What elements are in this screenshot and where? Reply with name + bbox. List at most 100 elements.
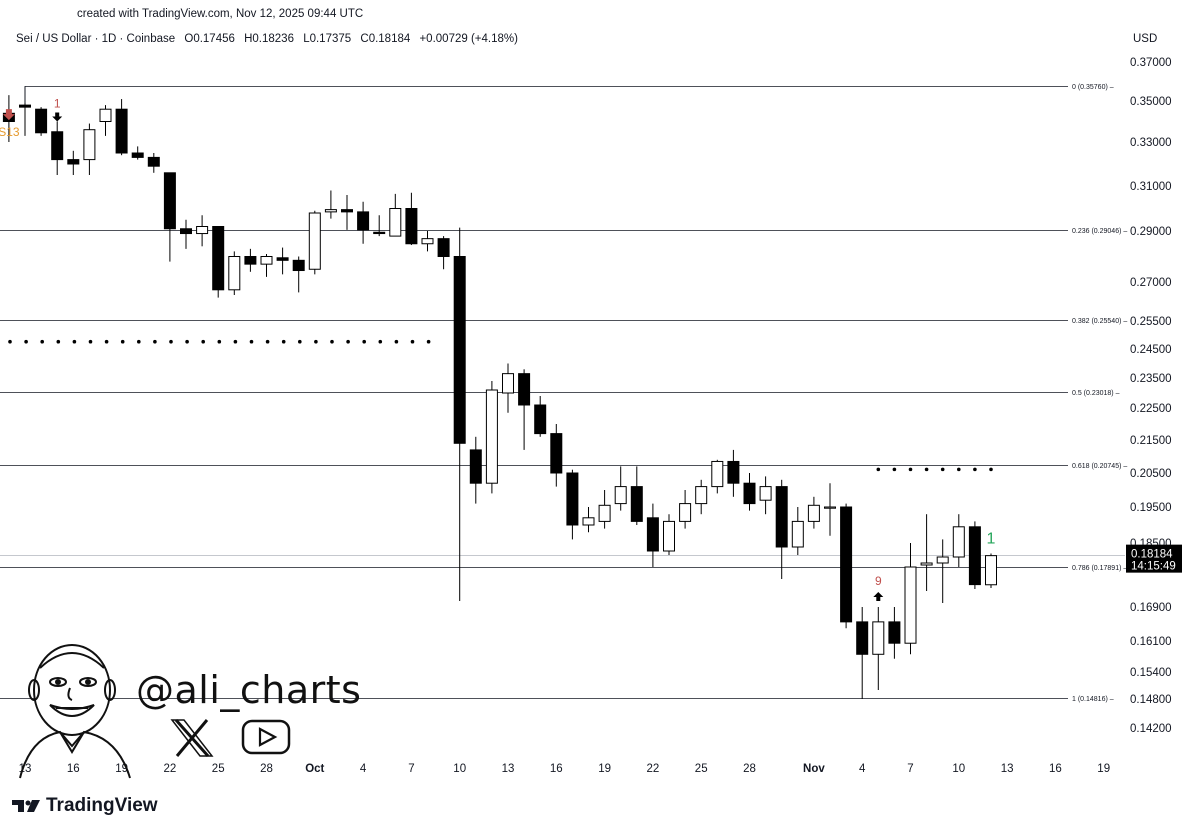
candle <box>775 479 788 579</box>
candle <box>679 490 692 529</box>
candle-body <box>824 506 836 509</box>
candle-body <box>405 208 418 245</box>
candle-body <box>985 555 997 586</box>
level-dot <box>265 339 270 344</box>
x-tick-label: 22 <box>647 763 660 775</box>
level-dot <box>56 339 61 344</box>
candle <box>968 521 981 589</box>
candle <box>131 146 144 160</box>
level-dot <box>169 339 173 344</box>
y-tick-label: 0.19500 <box>1130 502 1172 514</box>
candle-body <box>566 472 579 526</box>
td-marker-label: 1 <box>54 97 61 111</box>
candle-body <box>163 172 176 230</box>
x-tick-label: 16 <box>67 763 80 775</box>
candle-body <box>292 259 305 272</box>
y-tick-label: 0.25500 <box>1130 316 1172 328</box>
candle <box>840 503 853 629</box>
candle-body <box>952 526 965 558</box>
x-logo-icon[interactable] <box>170 719 214 757</box>
candle-body <box>904 566 917 644</box>
candle-body <box>646 517 659 552</box>
candle <box>550 424 563 487</box>
level-dot <box>330 339 334 344</box>
y-tick-label: 0.31000 <box>1130 181 1172 193</box>
current-price-tag: 0.18184 14:15:49 <box>1126 544 1182 573</box>
candle <box>67 150 80 175</box>
y-tick-label: 0.37000 <box>1130 57 1172 69</box>
candle-body <box>727 460 740 484</box>
candle <box>180 219 192 249</box>
candle-body <box>679 503 692 522</box>
level-dot <box>120 339 125 344</box>
level-dot <box>72 339 77 344</box>
candle <box>936 539 949 603</box>
candle <box>244 248 257 272</box>
candle-body <box>888 621 901 644</box>
candle-body <box>663 520 675 552</box>
candle-body <box>775 486 788 548</box>
candle-body <box>51 131 64 161</box>
candle-body <box>389 208 402 237</box>
candle <box>485 381 498 494</box>
candle <box>19 103 31 136</box>
candle <box>663 514 675 555</box>
y-tick-label: 0.27000 <box>1130 277 1172 289</box>
candle-body <box>99 108 112 122</box>
ohlc-low: L0.17375 <box>303 33 352 45</box>
level-dot <box>201 339 205 344</box>
candle-body <box>212 226 225 291</box>
level-dot <box>362 339 367 344</box>
candle <box>196 215 209 247</box>
candle <box>453 227 466 601</box>
candle <box>630 466 643 525</box>
candle-body <box>630 486 643 522</box>
td-arrow-down-icon <box>52 112 63 122</box>
candle <box>35 107 48 136</box>
tradingview-brand[interactable]: TradingView <box>12 795 158 817</box>
candle <box>421 231 434 252</box>
candle <box>534 396 547 437</box>
candle-body <box>196 226 209 235</box>
candle <box>163 172 176 262</box>
candle-body <box>469 449 482 484</box>
level-dot <box>88 339 93 344</box>
candle <box>518 369 531 450</box>
level-dot <box>957 467 961 472</box>
candle-body <box>180 228 192 235</box>
ohlc-high: H0.18236 <box>244 33 294 45</box>
level-dot <box>249 339 254 344</box>
candle <box>228 251 241 295</box>
fib-retracement: 0 (0.35760) – 0.236 (0.29046) – 0.382 (0.2… <box>0 84 1127 703</box>
candle-body <box>791 520 804 548</box>
level-dot <box>298 339 302 344</box>
candle-body <box>19 104 31 108</box>
fib-level-label: 1 (0.14816) – <box>1072 696 1114 703</box>
candle-body <box>920 562 933 566</box>
level-dot <box>153 339 157 344</box>
x-tick-label: 25 <box>212 763 225 775</box>
fib-level-label: 0.786 (0.17891) – <box>1072 565 1127 572</box>
candle-body <box>598 504 611 522</box>
x-tick-label: 4 <box>859 763 866 775</box>
level-dot <box>892 467 897 472</box>
level-dot <box>908 467 913 472</box>
candle-body <box>695 486 708 505</box>
candle <box>260 253 273 277</box>
candle <box>598 490 611 529</box>
y-tick-label: 0.20500 <box>1130 468 1172 480</box>
level-dot <box>394 339 399 344</box>
candle-body <box>936 556 949 564</box>
candle <box>357 201 370 244</box>
candle <box>405 192 418 246</box>
fib-level-label: 0.5 (0.23018) – <box>1072 390 1120 397</box>
candle-body <box>373 231 386 235</box>
level-dot <box>876 467 881 472</box>
candle-body <box>341 209 353 213</box>
candle <box>646 503 659 567</box>
youtube-icon[interactable] <box>241 719 291 755</box>
x-tick-label: 10 <box>952 763 965 775</box>
candle-body <box>453 256 466 444</box>
candle-body <box>83 129 96 161</box>
